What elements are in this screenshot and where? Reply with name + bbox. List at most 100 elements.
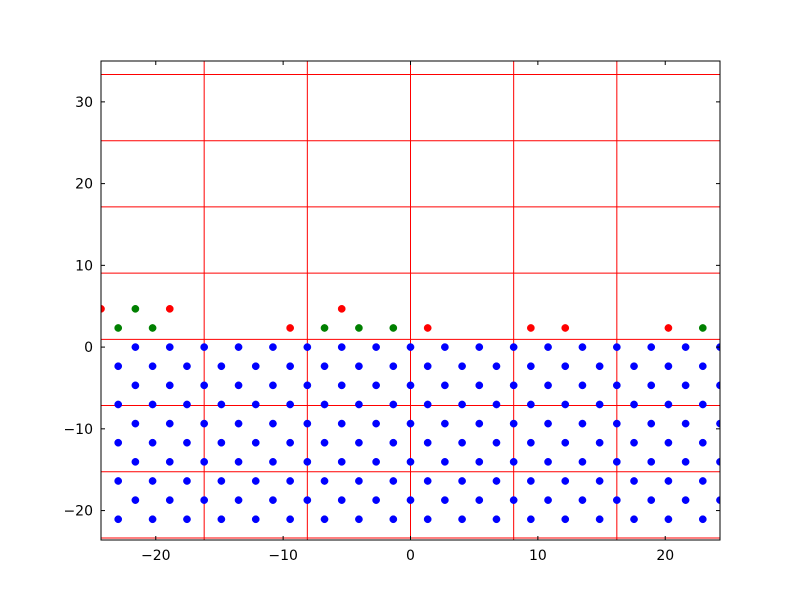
point xyxy=(561,515,570,524)
point xyxy=(183,400,191,409)
point xyxy=(475,381,484,390)
point xyxy=(320,438,329,447)
point xyxy=(492,362,501,371)
point xyxy=(698,324,707,332)
point xyxy=(251,515,260,524)
point xyxy=(544,496,552,504)
point xyxy=(320,324,329,332)
point xyxy=(681,419,690,428)
point xyxy=(372,458,380,466)
point xyxy=(664,515,673,524)
x-tick-label: 0 xyxy=(406,548,415,564)
point xyxy=(698,362,707,371)
point xyxy=(131,304,140,313)
point xyxy=(337,419,346,428)
point xyxy=(114,477,123,485)
point xyxy=(251,477,260,485)
point xyxy=(664,438,673,447)
point xyxy=(664,324,673,332)
point xyxy=(200,381,209,390)
point xyxy=(148,362,157,371)
point xyxy=(148,515,157,524)
point xyxy=(630,515,638,524)
point xyxy=(527,438,535,447)
point xyxy=(320,515,329,524)
point xyxy=(183,438,191,447)
point xyxy=(716,496,720,504)
point xyxy=(595,400,604,409)
point xyxy=(200,458,209,466)
y-tick-label: 20 xyxy=(75,177,93,193)
point xyxy=(578,419,587,428)
point xyxy=(664,400,673,409)
point xyxy=(492,477,501,485)
point xyxy=(716,419,720,428)
point xyxy=(320,362,329,371)
point xyxy=(406,419,415,428)
point xyxy=(458,400,466,409)
point xyxy=(595,515,604,524)
point xyxy=(165,304,174,313)
point xyxy=(251,362,260,371)
point xyxy=(114,438,123,447)
point xyxy=(269,381,277,390)
point xyxy=(561,400,570,409)
point xyxy=(681,458,690,466)
point xyxy=(148,438,157,447)
point xyxy=(200,496,209,504)
point xyxy=(612,343,621,351)
point xyxy=(320,477,329,485)
point xyxy=(303,343,312,351)
x-tick-label: 20 xyxy=(656,548,674,564)
point xyxy=(423,400,432,409)
point xyxy=(337,381,346,390)
x-tick-label: −10 xyxy=(268,548,298,564)
point xyxy=(131,419,140,428)
point xyxy=(286,324,294,332)
point xyxy=(681,496,690,504)
point xyxy=(131,343,140,351)
point xyxy=(561,362,570,371)
point xyxy=(441,496,449,504)
point xyxy=(527,515,535,524)
point xyxy=(389,477,398,485)
point xyxy=(251,400,260,409)
point xyxy=(337,343,346,351)
point xyxy=(612,496,621,504)
point xyxy=(509,496,518,504)
point xyxy=(630,477,638,485)
axes: −20 −10 0 10 20 −20 −10 0 10 20 30 xyxy=(63,61,720,564)
point xyxy=(286,362,294,371)
point xyxy=(200,343,209,351)
point xyxy=(595,438,604,447)
point xyxy=(475,458,484,466)
point xyxy=(578,343,587,351)
point xyxy=(303,496,312,504)
point xyxy=(492,438,501,447)
point xyxy=(561,438,570,447)
point xyxy=(269,496,277,504)
point xyxy=(681,343,690,351)
point xyxy=(355,438,363,447)
point xyxy=(544,419,552,428)
point xyxy=(544,381,552,390)
point xyxy=(647,381,656,390)
point xyxy=(561,477,570,485)
y-tick-label: −10 xyxy=(63,422,93,438)
point xyxy=(527,362,535,371)
point xyxy=(269,419,277,428)
point xyxy=(630,400,638,409)
point xyxy=(217,400,226,409)
point xyxy=(664,477,673,485)
point xyxy=(423,362,432,371)
point xyxy=(355,400,363,409)
point xyxy=(372,496,380,504)
x-tick-label: 10 xyxy=(529,548,547,564)
point xyxy=(716,381,720,390)
point xyxy=(165,458,174,466)
point xyxy=(561,324,570,332)
point xyxy=(200,419,209,428)
point xyxy=(492,400,501,409)
point xyxy=(647,343,656,351)
point xyxy=(131,458,140,466)
